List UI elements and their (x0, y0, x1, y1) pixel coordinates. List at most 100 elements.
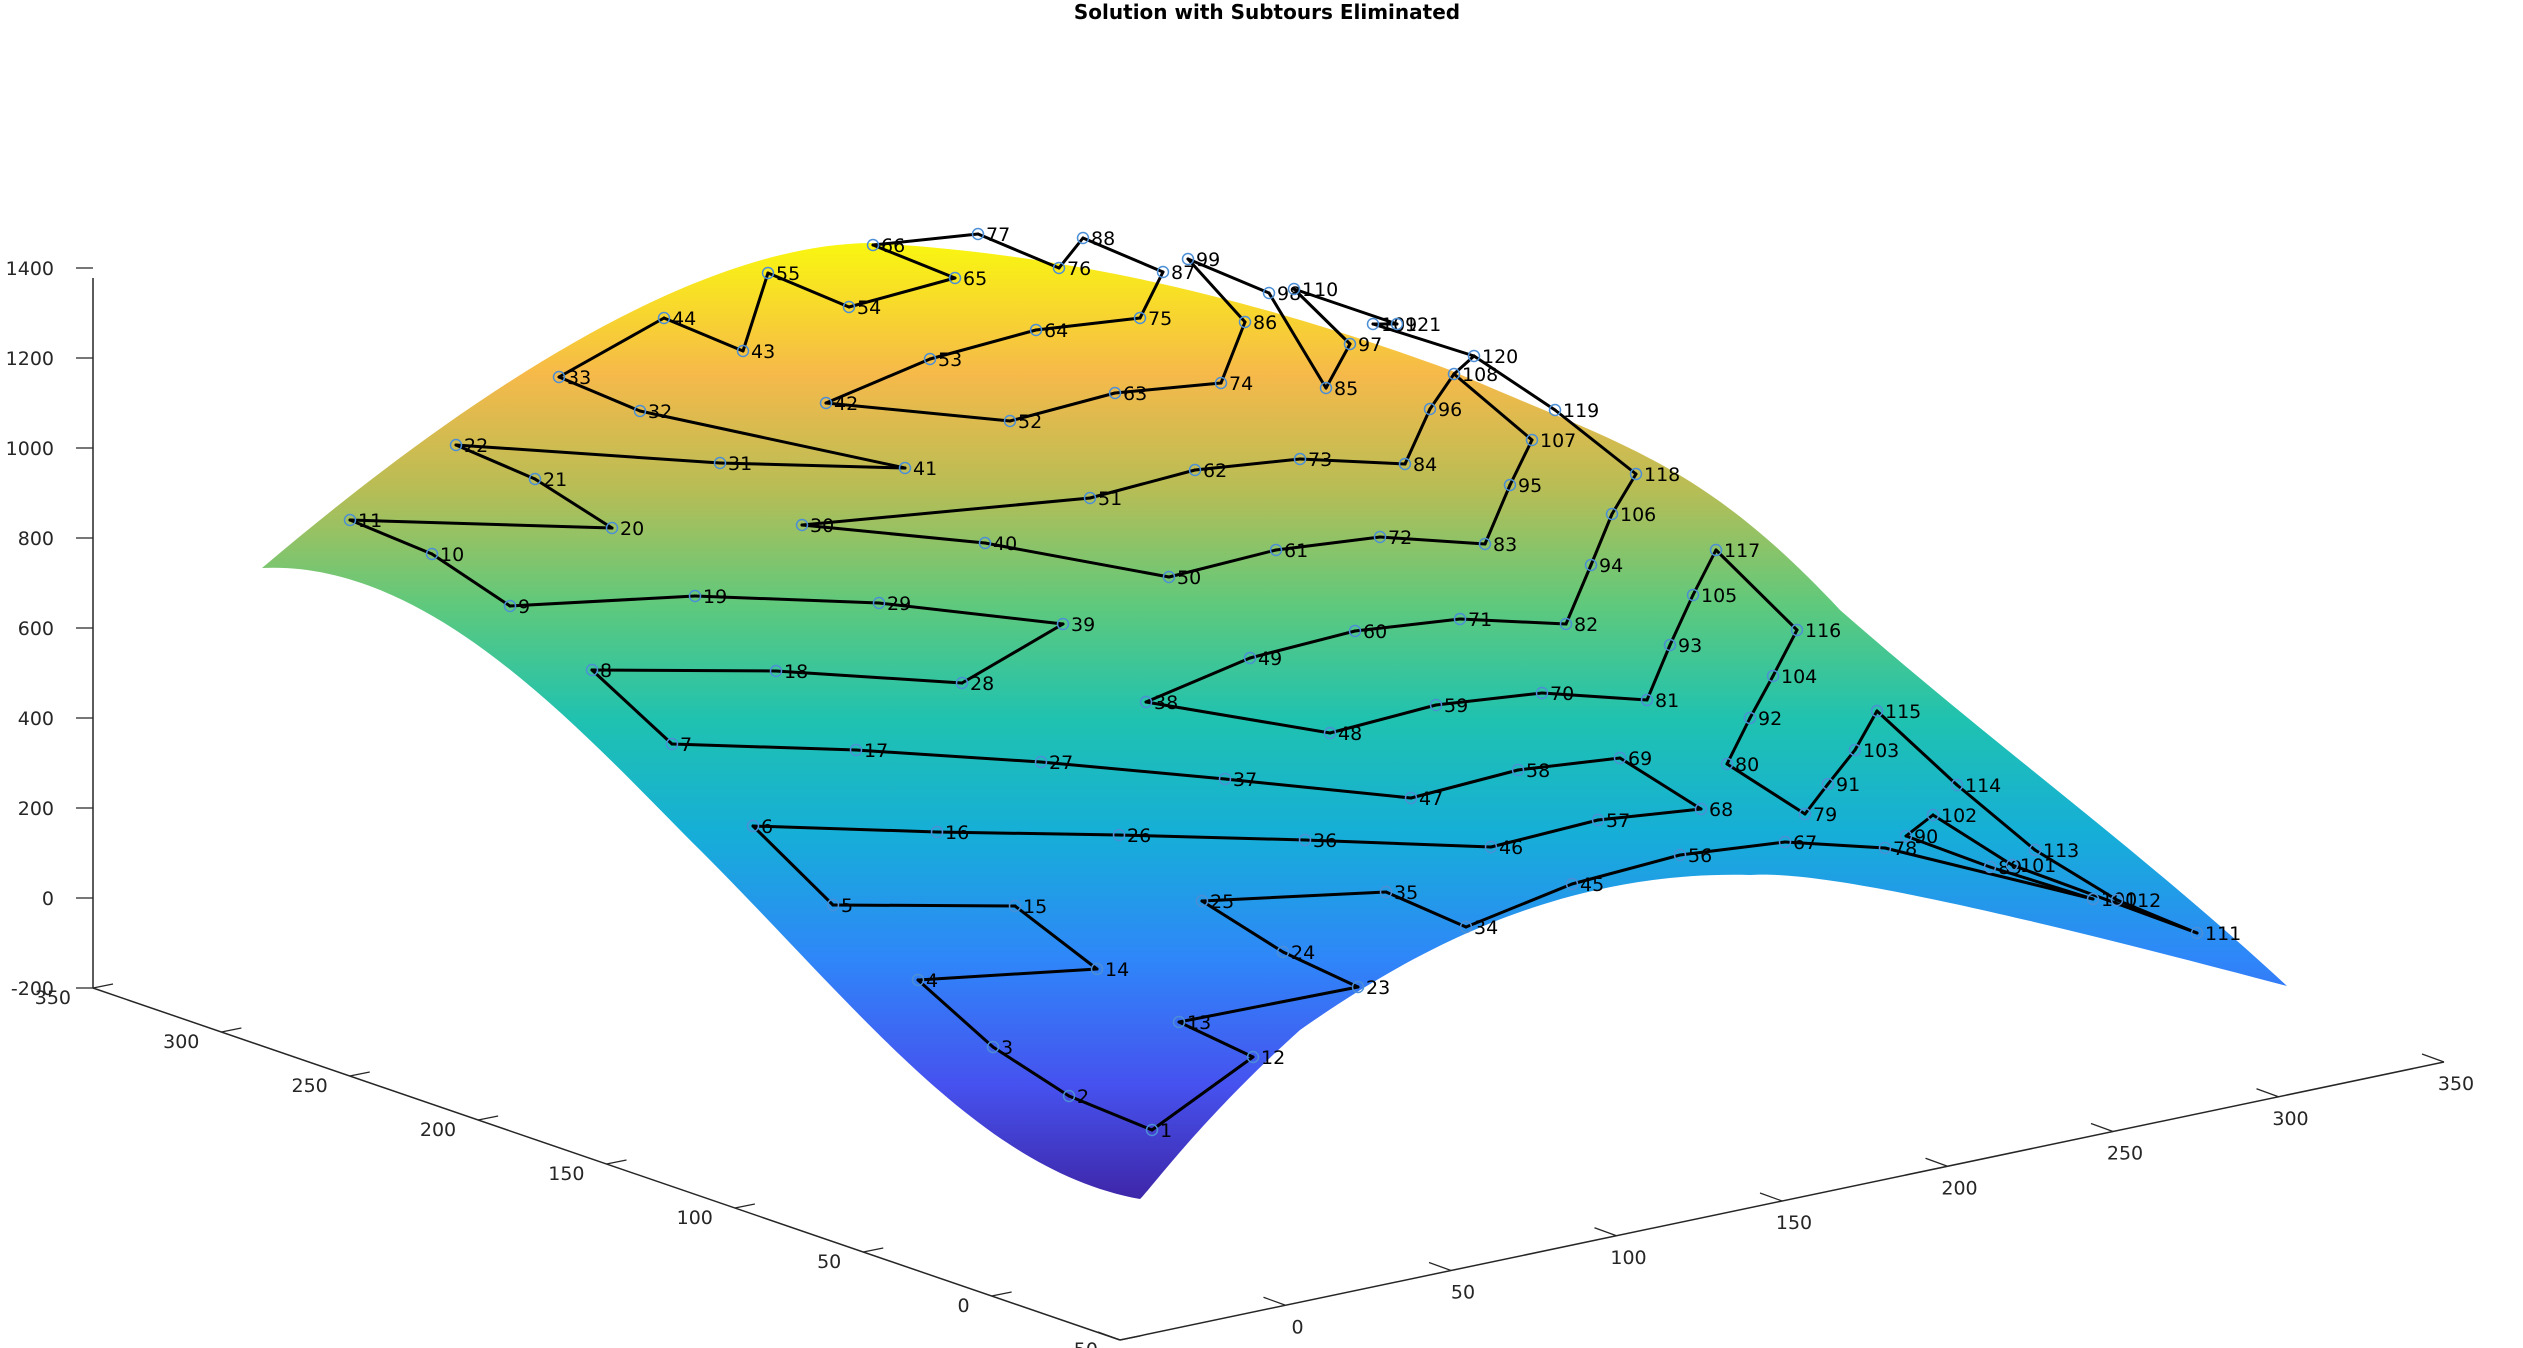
x-tick-label: 50 (1451, 1282, 1475, 1304)
tour-node-marker (1694, 802, 1708, 816)
tour-node-label: 62 (1203, 460, 1227, 482)
tour-node-marker (1083, 491, 1097, 505)
tour-edge (1303, 838, 1493, 849)
tour-node-label: 2 (1077, 1086, 1089, 1108)
y-tick-mark (221, 1027, 242, 1033)
tour-edge (1057, 236, 1085, 270)
tour-node-label: 120 (1482, 346, 1518, 368)
tour-node-label: 22 (464, 435, 488, 457)
tour-node-marker (2190, 926, 2204, 940)
tour-node-marker (1269, 543, 1283, 557)
tour-node-marker (1298, 833, 1312, 847)
tour-node-label: 68 (1709, 799, 1733, 821)
tour-node-label: 16 (945, 822, 969, 844)
tour-node-marker (1139, 695, 1153, 709)
tour-edge (1853, 709, 1879, 752)
x-tick-label: 300 (2272, 1108, 2308, 1130)
tour-edge (871, 243, 957, 280)
tour-node-marker (1076, 231, 1090, 245)
tour-node-label: 112 (2125, 890, 2161, 912)
tour-node-label: 73 (1308, 449, 1332, 471)
x-tick-mark (1097, 1331, 1121, 1341)
tour-node-marker (1821, 777, 1835, 791)
tour-node-label: 6 (761, 816, 773, 838)
x-tick-mark (2256, 1088, 2279, 1098)
tour-node-label: 28 (970, 673, 994, 695)
tour-edge (916, 978, 995, 1049)
tour-edge (1589, 512, 1614, 567)
tour-node-label: 9 (518, 596, 530, 618)
tour-edge (1324, 342, 1352, 390)
tour-node-label: 65 (963, 268, 987, 290)
tour-edge (800, 523, 987, 545)
tour-node-label: 101 (2020, 855, 2056, 877)
tour-node-marker (872, 596, 886, 610)
tour-edge (1292, 287, 1399, 326)
tour-node-label: 85 (1334, 378, 1358, 400)
tour-node-marker (986, 1040, 1000, 1054)
tour-edge (1508, 438, 1534, 487)
tour-node-label: 99 (1196, 249, 1220, 271)
tour-node-label: 42 (834, 393, 858, 415)
tour-node-marker (657, 311, 671, 325)
tour-node-label: 105 (1701, 585, 1737, 607)
x-tick-mark (1594, 1227, 1617, 1237)
tour-node-marker (1351, 980, 1365, 994)
tour-node-marker (1398, 457, 1412, 471)
z-tick-label: 1200 (6, 348, 54, 370)
tour-edge (1034, 316, 1142, 332)
tour-edge (854, 748, 1043, 764)
tour-edge (1371, 322, 1476, 358)
tour-edge (1267, 291, 1328, 390)
tour-edge (1458, 617, 1568, 626)
tour-edge (1186, 257, 1247, 324)
y-tick-mark (606, 1159, 627, 1165)
tour-node-label: 3 (1001, 1037, 1013, 1059)
tour-node-marker (605, 521, 619, 535)
tour-node-label: 71 (1468, 609, 1492, 631)
tour-node-label: 78 (1893, 838, 1917, 860)
tour-edge (1540, 691, 1649, 702)
tour-node-label: 13 (1187, 1012, 1211, 1034)
x-tick-label: 350 (2438, 1073, 2474, 1095)
tour-node-marker (1238, 315, 1252, 329)
z-tick-label: 200 (18, 798, 54, 820)
tour-node-marker (1484, 840, 1498, 854)
tour-edge (1138, 270, 1165, 320)
surface (262, 243, 2287, 1199)
tour-node-marker (1090, 962, 1104, 976)
tour-node-label: 97 (1358, 334, 1382, 356)
tour-node-label: 91 (1836, 774, 1860, 796)
tour-edge (1748, 674, 1775, 720)
tour-edge (1725, 762, 1807, 816)
tour-edge (1931, 813, 2014, 867)
tour-edge (1472, 354, 1557, 412)
tour-node-marker (1790, 623, 1804, 637)
tour-edge (1144, 700, 1332, 735)
tour-node-label: 8 (600, 660, 612, 682)
tour-edge (1409, 768, 1520, 800)
tour-node-marker (1459, 920, 1473, 934)
tour-node-marker (842, 300, 856, 314)
tour-node-marker (633, 404, 647, 418)
tour-node-label: 96 (1438, 399, 1462, 421)
tour-edge (693, 594, 881, 605)
tour-node-marker (1181, 252, 1195, 266)
tour-node-label: 70 (1550, 683, 1574, 705)
tour-node-marker (1503, 478, 1517, 492)
tour-edge (1403, 407, 1432, 466)
tour-node-marker (1798, 807, 1812, 821)
tour-node-marker (1453, 612, 1467, 626)
tour-edge (454, 443, 722, 465)
tour-node-marker (1188, 463, 1202, 477)
tour-edge (824, 401, 1012, 423)
tour-edge (1553, 408, 1638, 476)
tour-edge (1452, 372, 1534, 442)
tour-node-label: 119 (1563, 400, 1599, 422)
tour-node-marker (1584, 558, 1598, 572)
tour-edge (1223, 777, 1413, 800)
tour-node-marker (1720, 757, 1734, 771)
tour-node-label: 37 (1233, 769, 1257, 791)
tour-edge (590, 668, 778, 673)
tour-node-marker (1591, 813, 1605, 827)
